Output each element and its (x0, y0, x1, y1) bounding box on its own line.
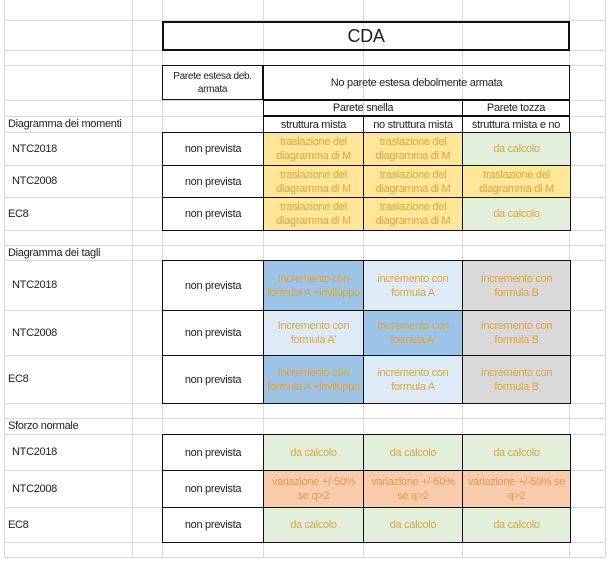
table-cell[interactable]: variazione +/-50% se q>2 (462, 470, 571, 508)
table-cell[interactable]: Incremento con formula A' (263, 310, 364, 356)
table-cell[interactable]: da calcolo (462, 507, 571, 543)
section-label[interactable]: Diagramma dei tagli (8, 247, 101, 259)
table-cell[interactable]: da calcolo (462, 434, 571, 471)
row-norm-label[interactable]: NTC2018 (12, 446, 57, 458)
row-norm-label[interactable]: EC8 (8, 518, 29, 531)
table-cell[interactable]: non prevista (162, 260, 264, 311)
table-cell[interactable]: non prevista (162, 310, 264, 356)
table-cell[interactable]: variazione +/-50% se q>2 (363, 470, 463, 508)
table-cell[interactable]: traslazione del diagramma di M (363, 132, 463, 166)
table-cell[interactable]: traslazione del diagramma di M (263, 165, 364, 198)
header-struttura-mista[interactable]: struttura mista (263, 116, 364, 133)
table-cell[interactable]: traslazione del diagramma di M (263, 132, 364, 166)
table-cell[interactable]: Incremento con formula A +inviluppo (263, 355, 364, 404)
section-label[interactable]: Sforzo normale (8, 420, 79, 432)
table-cell[interactable]: incremento con formula A (363, 260, 463, 311)
row-norm-label[interactable]: NTC2008 (12, 482, 57, 495)
table-cell[interactable]: da calcolo (462, 197, 571, 231)
table-cell[interactable]: non prevista (162, 197, 264, 231)
gridline-vertical (605, 0, 606, 557)
gridline-horizontal (4, 245, 605, 246)
table-cell[interactable]: incremento con formula A (363, 355, 463, 404)
row-norm-label[interactable]: EC8 (8, 207, 29, 220)
table-cell[interactable]: traslazione del diagramma di M (363, 165, 463, 198)
table-cell[interactable]: Incremento con formula A' (363, 310, 463, 356)
section-label[interactable]: Diagramma dei momenti (8, 118, 122, 130)
row-norm-label[interactable]: NTC2018 (12, 142, 57, 155)
table-cell[interactable]: Incremento con formula B (462, 355, 571, 404)
table-cell[interactable]: da calcolo (363, 507, 463, 543)
table-cell[interactable]: da calcolo (263, 507, 364, 543)
table-cell[interactable]: non prevista (162, 355, 264, 404)
header-no-struttura-mista[interactable]: no struttura mista (363, 116, 463, 133)
gridline-vertical (132, 0, 133, 557)
table-title[interactable]: CDA (162, 21, 570, 51)
row-norm-label[interactable]: NTC2008 (12, 175, 57, 187)
gridline-vertical (4, 0, 5, 557)
header-parete-snella[interactable]: Parete snella (263, 100, 463, 116)
table-cell[interactable]: variazione +/-50% se q>2 (263, 470, 364, 508)
table-cell[interactable]: non prevista (162, 507, 264, 543)
table-cell[interactable]: non prevista (162, 132, 264, 166)
gridline-horizontal (4, 20, 605, 21)
table-cell[interactable]: non prevista (162, 470, 264, 508)
table-cell[interactable]: da calcolo (263, 434, 364, 471)
row-norm-label[interactable]: NTC2018 (12, 279, 57, 291)
header-no-parete-estesa[interactable]: No parete estesa debolmente armata (263, 65, 570, 100)
header-struttura-mista-e-no[interactable]: struttura mista e no (462, 116, 570, 133)
table-cell[interactable]: traslazione del diagramma di M (263, 197, 364, 231)
table-cell[interactable]: traslazione del diagramma di M (363, 197, 463, 231)
table-cell[interactable]: da calcolo (462, 132, 571, 166)
table-cell[interactable]: traslazione del diagramma di M (462, 165, 571, 198)
header-parete-tozza[interactable]: Parete tozza (462, 100, 570, 116)
row-norm-label[interactable]: NTC2008 (12, 326, 57, 339)
row-norm-label[interactable]: EC8 (8, 373, 29, 385)
table-cell[interactable]: Incremento con formula B (462, 310, 571, 356)
table-cell[interactable]: da calcolo (363, 434, 463, 471)
gridline-horizontal (4, 557, 605, 558)
gridline-horizontal (4, 418, 605, 419)
header-parete-estesa[interactable]: Parete estesa deb. armata (162, 65, 263, 100)
table-cell[interactable]: Incremento con formula B (462, 260, 571, 311)
table-cell[interactable]: non prevista (162, 434, 264, 471)
table-cell[interactable]: Incremento con formula A +inviluppo (263, 260, 364, 311)
table-cell[interactable]: non prevista (162, 165, 264, 198)
